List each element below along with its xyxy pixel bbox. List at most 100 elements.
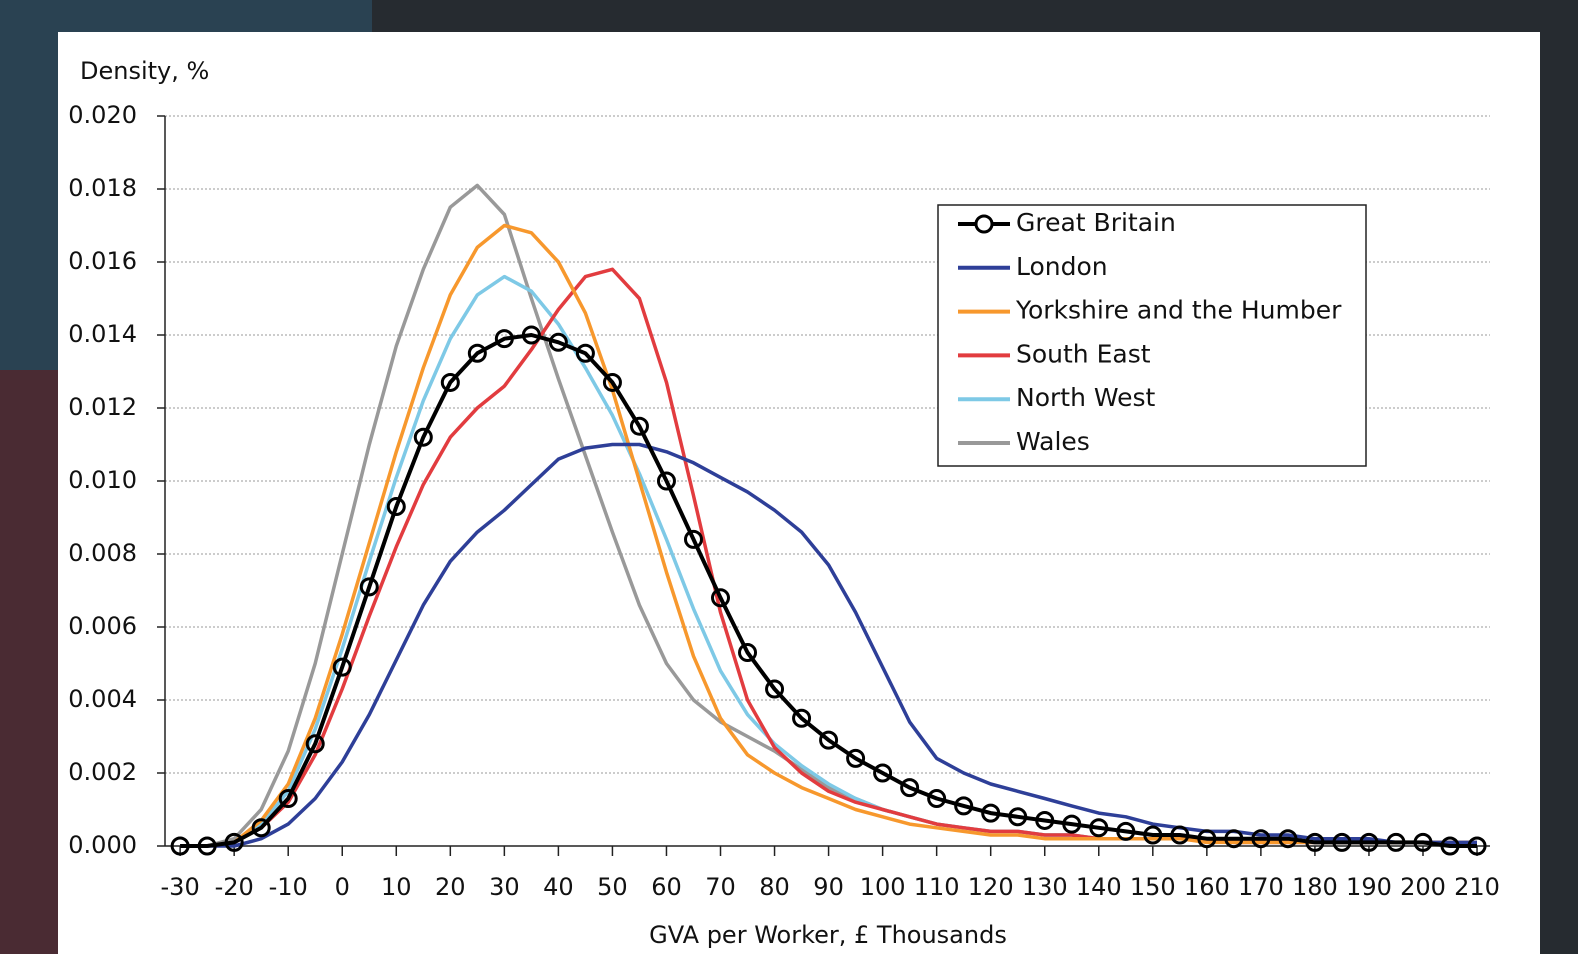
point-marker	[765, 679, 785, 699]
x-tick-label: 60	[651, 873, 682, 901]
point-marker	[1170, 825, 1190, 845]
legend-marker	[974, 214, 994, 234]
y-tick-label: 0.014	[68, 320, 137, 348]
x-tick-label: 120	[968, 873, 1014, 901]
point-marker	[711, 588, 731, 608]
point-marker	[1305, 832, 1325, 852]
point-marker	[494, 329, 514, 349]
point-marker	[602, 372, 622, 392]
x-tick-label: 140	[1076, 873, 1122, 901]
point-marker	[1143, 825, 1163, 845]
point-marker	[629, 416, 649, 436]
x-tick-label: 190	[1346, 873, 1392, 901]
axes: 0.000 0.002 0.004 0.006 0.008 0.010 0.012 0.014…	[68, 101, 1500, 901]
x-axis-title: GVA per Worker, £ Thousands	[649, 921, 1007, 949]
point-marker	[1116, 821, 1136, 841]
series-line	[180, 442, 1477, 848]
x-tick-label: 210	[1454, 873, 1500, 901]
x-tick-label: 150	[1130, 873, 1176, 901]
point-marker	[197, 836, 217, 856]
legend-label: Yorkshire and the Humber	[1015, 296, 1342, 325]
point-marker	[413, 427, 433, 447]
x-tick-label: 80	[759, 873, 790, 901]
y-tick-label: 0.016	[68, 247, 137, 275]
y-tick-label: 0.004	[68, 685, 137, 713]
x-tick-label: 180	[1292, 873, 1338, 901]
x-tick-label: -30	[161, 873, 200, 901]
point-marker	[1008, 807, 1028, 827]
point-marker	[738, 643, 758, 663]
x-tick-label: 70	[705, 873, 736, 901]
point-marker	[575, 343, 595, 363]
series-line	[180, 333, 1477, 848]
point-marker	[900, 778, 920, 798]
point-marker	[792, 708, 812, 728]
x-tick-label: 110	[914, 873, 960, 901]
lines	[170, 183, 1487, 856]
y-tick-label: 0.002	[68, 758, 137, 786]
point-marker	[1467, 836, 1487, 856]
point-marker	[1224, 829, 1244, 849]
x-tick-label: -20	[215, 873, 254, 901]
x-tick-label: 30	[489, 873, 520, 901]
legend: Great Britain London Yorkshire and the Hum…	[937, 204, 1367, 467]
y-tick-label: 0.000	[68, 831, 137, 859]
point-marker	[927, 789, 947, 809]
x-tick-label: 50	[597, 873, 628, 901]
point-marker	[170, 836, 190, 856]
legend-box	[937, 204, 1367, 467]
x-tick-label: 90	[813, 873, 844, 901]
point-marker	[1035, 810, 1055, 830]
x-tick-label: 170	[1238, 873, 1284, 901]
legend-label: London	[1016, 252, 1108, 281]
x-tick-label: 130	[1022, 873, 1068, 901]
point-marker	[1278, 829, 1298, 849]
point-marker	[1197, 829, 1217, 849]
y-tick-label: 0.006	[68, 612, 137, 640]
x-tick-label: -10	[269, 873, 308, 901]
point-marker	[440, 372, 460, 392]
point-marker	[1251, 829, 1271, 849]
y-tick-label: 0.010	[68, 466, 137, 494]
point-marker	[1440, 836, 1460, 856]
point-marker	[251, 818, 271, 838]
point-marker	[521, 325, 541, 345]
x-tick-label: 100	[860, 873, 906, 901]
point-marker	[1413, 832, 1433, 852]
x-tick-label: 20	[435, 873, 466, 901]
point-marker	[656, 471, 676, 491]
y-tick-label: 0.008	[68, 539, 137, 567]
point-marker	[1062, 814, 1082, 834]
point-marker	[548, 332, 568, 352]
y-axis-title: Density, %	[80, 57, 209, 85]
x-tick-label: 200	[1400, 873, 1446, 901]
x-tick-label: 40	[543, 873, 574, 901]
x-tick-label: 0	[335, 873, 350, 901]
point-marker	[819, 730, 839, 750]
point-marker	[981, 803, 1001, 823]
point-marker	[954, 796, 974, 816]
point-marker	[467, 343, 487, 363]
point-marker	[873, 763, 893, 783]
point-marker	[278, 789, 298, 809]
y-tick-label: 0.018	[68, 174, 137, 202]
point-marker	[1089, 818, 1109, 838]
y-tick-label: 0.012	[68, 393, 137, 421]
point-marker	[305, 734, 325, 754]
background-left-bottom	[0, 370, 60, 954]
point-marker	[846, 748, 866, 768]
point-marker	[332, 657, 352, 677]
x-tick-label: 10	[381, 873, 412, 901]
y-tick-label: 0.020	[68, 101, 137, 129]
point-marker	[386, 497, 406, 517]
legend-label: Wales	[1016, 427, 1090, 456]
x-tick-label: 160	[1184, 873, 1230, 901]
series-line	[180, 223, 1477, 848]
point-marker	[683, 529, 703, 549]
chart-panel	[58, 32, 1540, 954]
legend-label: North West	[1016, 383, 1156, 412]
point-marker	[1359, 832, 1379, 852]
point-marker	[224, 832, 244, 852]
